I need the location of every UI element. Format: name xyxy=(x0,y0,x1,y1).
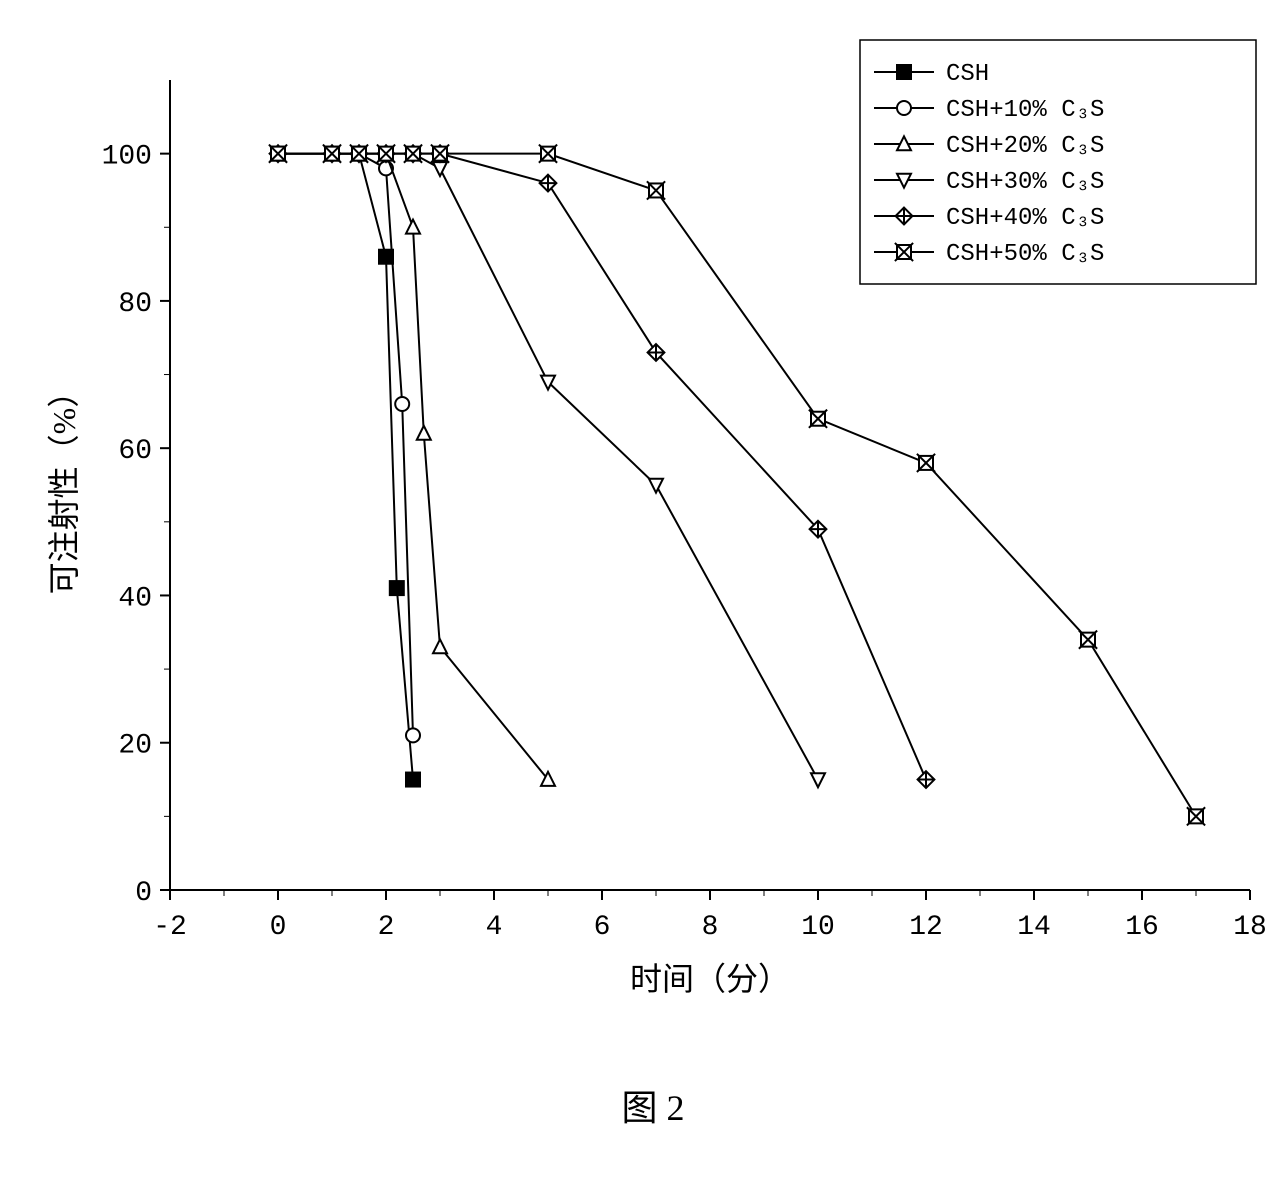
legend-label: CSH+10% C₃S xyxy=(946,97,1104,124)
legend-label: CSH xyxy=(946,61,989,88)
y-tick-label: 80 xyxy=(118,289,152,320)
series-line xyxy=(278,154,413,780)
series-line xyxy=(278,154,548,780)
series-3 xyxy=(271,147,825,787)
chart-svg: -2024681012141618020406080100时间（分）可注射性（%… xyxy=(20,20,1266,1157)
legend-label: CSH+50% C₃S xyxy=(946,241,1104,268)
y-tick-label: 0 xyxy=(135,878,152,909)
x-axis-label: 时间（分） xyxy=(630,961,790,997)
figure-caption: 图 2 xyxy=(621,1088,684,1128)
y-tick-label: 20 xyxy=(118,731,152,762)
x-tick-label: 14 xyxy=(1017,912,1051,943)
y-tick-label: 40 xyxy=(118,583,152,614)
y-tick-label: 100 xyxy=(102,142,152,173)
x-tick-label: 18 xyxy=(1233,912,1266,943)
x-tick-label: 10 xyxy=(801,912,835,943)
x-tick-label: 0 xyxy=(270,912,287,943)
legend-label: CSH+40% C₃S xyxy=(946,205,1104,232)
x-tick-label: -2 xyxy=(153,912,187,943)
legend-label: CSH+30% C₃S xyxy=(946,169,1104,196)
series-4 xyxy=(270,145,935,788)
chart-container: -2024681012141618020406080100时间（分）可注射性（%… xyxy=(20,20,1266,1157)
x-tick-label: 12 xyxy=(909,912,943,943)
x-tick-label: 16 xyxy=(1125,912,1159,943)
series-0 xyxy=(271,147,420,787)
x-tick-label: 2 xyxy=(378,912,395,943)
series-1 xyxy=(271,147,420,743)
y-axis-label: 可注射性（%） xyxy=(46,376,82,595)
x-tick-label: 8 xyxy=(702,912,719,943)
series-line xyxy=(278,154,818,780)
series-line xyxy=(278,154,926,780)
series-2 xyxy=(271,146,555,786)
x-tick-label: 4 xyxy=(486,912,503,943)
y-tick-label: 60 xyxy=(118,436,152,467)
x-tick-label: 6 xyxy=(594,912,611,943)
legend-label: CSH+20% C₃S xyxy=(946,133,1104,160)
